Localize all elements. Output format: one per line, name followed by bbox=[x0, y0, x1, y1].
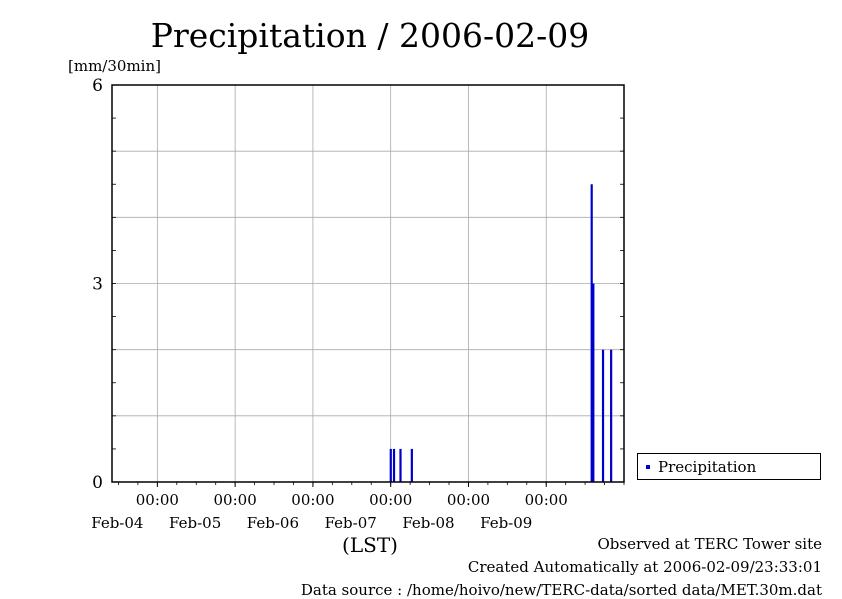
x-tick-date-label: Feb-09 bbox=[480, 514, 532, 532]
x-axis-label: (LST) bbox=[342, 533, 398, 557]
legend-swatch bbox=[646, 464, 650, 469]
x-tick-time-label: 00:00 bbox=[214, 491, 257, 509]
axis-ticks: 00:00 Feb-04 00:00 Feb-05 00:00 Feb-06 00:00 Fe… bbox=[91, 76, 625, 532]
y-tick-label: 0 bbox=[92, 473, 103, 493]
x-tick-time-label: 00:00 bbox=[447, 491, 490, 509]
precipitation-bar bbox=[399, 448, 402, 482]
y-tick-label: 6 bbox=[92, 76, 103, 96]
grid-lines bbox=[112, 85, 624, 482]
precipitation-bar bbox=[592, 283, 595, 482]
y-tick-label: 3 bbox=[92, 275, 103, 295]
x-tick-date-label: Feb-04 bbox=[91, 514, 143, 532]
x-tick-time-label: 00:00 bbox=[369, 491, 412, 509]
x-tick-time-label: 00:00 bbox=[525, 491, 568, 509]
data-source-path: Data source : /home/hoivo/new/TERC-data/… bbox=[300, 581, 822, 599]
precipitation-bar bbox=[610, 349, 613, 482]
precipitation-bar bbox=[410, 448, 413, 482]
x-tick-date-label: Feb-05 bbox=[169, 514, 221, 532]
precipitation-bar bbox=[590, 184, 593, 482]
x-tick-date-label: Feb-08 bbox=[402, 514, 454, 532]
x-tick-date-label: Feb-07 bbox=[325, 514, 377, 532]
precipitation-bar bbox=[389, 448, 392, 482]
y-axis-unit-label: [mm/30min] bbox=[68, 57, 161, 75]
chart-title: Precipitation / 2006-02-09 bbox=[151, 16, 589, 55]
precipitation-bars bbox=[389, 184, 613, 482]
x-tick-time-label: 00:00 bbox=[136, 491, 179, 509]
precipitation-bar bbox=[601, 349, 605, 482]
legend: Precipitation bbox=[637, 453, 821, 480]
x-tick-date-label: Feb-06 bbox=[247, 514, 299, 532]
x-tick-time-label: 00:00 bbox=[291, 491, 334, 509]
precipitation-bar bbox=[392, 448, 396, 482]
observed-site-note: Observed at TERC Tower site bbox=[597, 535, 822, 553]
created-timestamp: Created Automatically at 2006-02-09/23:3… bbox=[467, 558, 822, 576]
legend-label: Precipitation bbox=[658, 457, 757, 476]
